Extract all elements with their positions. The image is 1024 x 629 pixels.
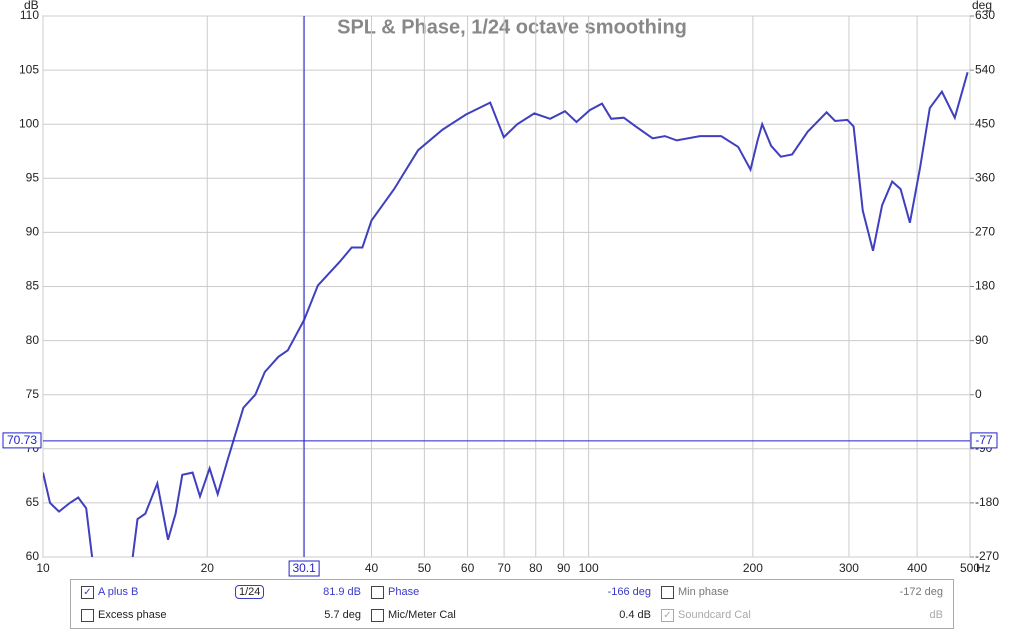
- legend-value: dB: [929, 609, 943, 621]
- x-tick-label: 80: [529, 561, 543, 575]
- y-tick-label: 85: [26, 279, 40, 293]
- y2-tick-label: 360: [975, 170, 995, 184]
- checkbox[interactable]: [371, 586, 384, 599]
- x-tick-label: 10: [36, 561, 50, 575]
- legend-value: 81.9 dB: [323, 586, 361, 598]
- y-axis-label: dB: [24, 0, 39, 12]
- cursor-y2-label-box: [970, 432, 998, 449]
- y-tick-label: 65: [26, 495, 40, 509]
- smoothing[interactable]: 1/24: [235, 585, 265, 599]
- legend-value: -172 deg: [899, 586, 943, 598]
- y2-tick-label: -180: [975, 495, 999, 509]
- x-tick-label: 500: [960, 561, 980, 575]
- legend-panel: ✓ A plus B 1/24 81.9 dB Phase -166 deg Min pha…: [70, 579, 954, 629]
- x-tick-label: 40: [365, 561, 379, 575]
- y2-axis-label: deg: [972, 0, 992, 12]
- x-tick-label: 100: [579, 561, 599, 575]
- legend-label: Excess phase: [98, 609, 167, 621]
- legend-label: A plus B: [98, 586, 139, 598]
- y-tick-label: 60: [26, 549, 40, 563]
- x-tick-label: 70: [497, 561, 511, 575]
- y2-tick-label: -270: [975, 549, 999, 563]
- cursor-y2-label: -77: [975, 433, 993, 447]
- chart: SPL & Phase, 1/24 octave smoothing dB de…: [2, 0, 999, 577]
- y-tick-label: 105: [19, 62, 39, 76]
- checkbox[interactable]: [81, 609, 94, 622]
- y2-tick-label: 540: [975, 62, 995, 76]
- checkbox[interactable]: ✓: [661, 609, 674, 622]
- checkbox[interactable]: [661, 586, 674, 599]
- x-tick-label: 60: [461, 561, 475, 575]
- legend-value: 0.4 dB: [619, 609, 651, 621]
- y2-tick-label: 270: [975, 225, 995, 239]
- y-tick-label: 75: [26, 387, 40, 401]
- x-tick-label: 300: [839, 561, 859, 575]
- y2-tick-label: 630: [975, 8, 995, 22]
- cursor-y-label: 70.73: [7, 433, 37, 447]
- y2-tick-label: 0: [975, 387, 982, 401]
- chart-title: SPL & Phase, 1/24 octave smoothing: [337, 16, 687, 38]
- x-tick-label: 50: [418, 561, 432, 575]
- x-axis-label: Hz: [976, 561, 991, 575]
- y-tick-label: 90: [26, 225, 40, 239]
- legend-value: -166 deg: [607, 586, 651, 598]
- y2-tick-label: 450: [975, 116, 995, 130]
- spl-line: [43, 72, 969, 557]
- y-tick-label: 110: [20, 8, 39, 22]
- legend-value: 5.7 deg: [324, 609, 361, 621]
- x-tick-label: 200: [743, 561, 763, 575]
- y-tick-label: 80: [26, 333, 40, 347]
- cursor-x-label: 30.1: [292, 561, 316, 575]
- y2-tick-label: 90: [975, 333, 989, 347]
- legend-label: Phase: [388, 586, 420, 598]
- x-tick-label: 20: [201, 561, 215, 575]
- checkbox[interactable]: ✓: [81, 586, 94, 599]
- y2-tick-label: 180: [975, 279, 995, 293]
- y-tick-label: 100: [19, 116, 39, 130]
- x-tick-label: 400: [907, 561, 927, 575]
- legend-label: Soundcard Cal: [678, 609, 751, 621]
- x-tick-label: 90: [557, 561, 571, 575]
- legend-label: Mic/Meter Cal: [388, 609, 456, 621]
- y-tick-label: 95: [26, 170, 40, 184]
- legend-label: Min phase: [678, 586, 729, 598]
- cursor-y-label-box: [2, 432, 42, 449]
- checkbox[interactable]: [371, 609, 384, 622]
- cursor-x-label-box: [288, 560, 320, 577]
